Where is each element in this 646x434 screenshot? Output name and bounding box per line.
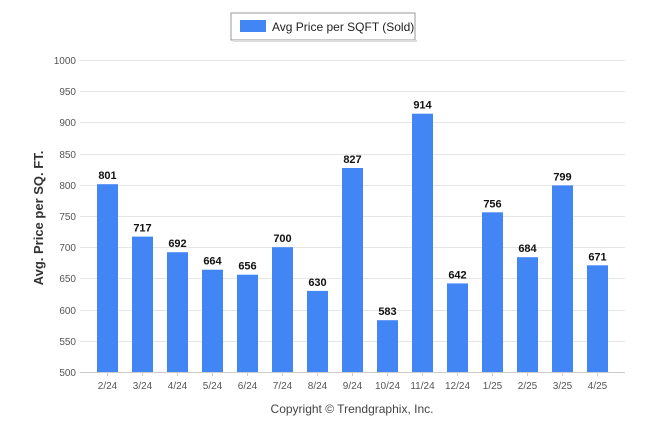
y-axis-label: Avg. Price per SQ. FT. bbox=[31, 151, 46, 286]
bar-2-24[interactable] bbox=[97, 184, 118, 372]
y-axis-ticks: 500 550 600 650 700 750 800 850 900 950 1000 bbox=[54, 56, 77, 379]
data-labels: 801 717 692 664 656 700 630 827 583 914 642 756 684 7… bbox=[98, 100, 606, 319]
y-tick-label: 750 bbox=[59, 212, 76, 223]
legend-swatch bbox=[240, 20, 266, 32]
y-tick-label: 700 bbox=[59, 243, 76, 254]
data-label: 914 bbox=[413, 100, 432, 112]
x-tick-label: 4/25 bbox=[588, 381, 608, 392]
bar-4-25[interactable] bbox=[587, 265, 608, 372]
x-tick-label: 3/25 bbox=[553, 381, 573, 392]
bar-12-24[interactable] bbox=[447, 283, 468, 372]
data-label: 684 bbox=[518, 243, 537, 255]
legend-label: Avg Price per SQFT (Sold) bbox=[272, 20, 414, 34]
bar-3-25[interactable] bbox=[552, 185, 573, 372]
y-tick-label: 600 bbox=[59, 306, 76, 317]
y-tick-label: 800 bbox=[59, 181, 76, 192]
x-tick-label: 12/24 bbox=[445, 381, 470, 392]
x-tick-label: 5/24 bbox=[203, 381, 223, 392]
bar-3-24[interactable] bbox=[132, 236, 153, 372]
legend-shadow bbox=[233, 40, 417, 42]
bar-2-25[interactable] bbox=[517, 257, 538, 372]
bar-8-24[interactable] bbox=[307, 290, 328, 372]
x-tick-label: 7/24 bbox=[273, 381, 293, 392]
y-tick-label: 1000 bbox=[54, 56, 77, 67]
copyright-footer: Copyright © Trendgraphix, Inc. bbox=[271, 402, 434, 416]
x-tick-label: 4/24 bbox=[168, 381, 188, 392]
x-tick-label: 3/24 bbox=[133, 381, 153, 392]
x-tick-label: 2/25 bbox=[518, 381, 538, 392]
bar-11-24[interactable] bbox=[412, 113, 433, 372]
x-tick-label: 1/25 bbox=[483, 381, 503, 392]
x-tick-label: 11/24 bbox=[410, 381, 435, 392]
x-tick-label: 2/24 bbox=[98, 381, 118, 392]
data-label: 799 bbox=[553, 171, 571, 183]
data-label: 801 bbox=[98, 170, 116, 182]
x-axis-ticks: 2/24 3/24 4/24 5/24 6/24 7/24 8/24 9/24 10/24 11/… bbox=[98, 372, 608, 392]
bar-7-24[interactable] bbox=[272, 247, 293, 372]
x-tick-label: 6/24 bbox=[238, 381, 258, 392]
y-tick-label: 950 bbox=[59, 87, 76, 98]
y-tick-label: 550 bbox=[59, 337, 76, 348]
y-tick-label: 850 bbox=[59, 150, 76, 161]
x-tick-label: 8/24 bbox=[308, 381, 328, 392]
bar-1-25[interactable] bbox=[482, 212, 503, 372]
legend[interactable]: Avg Price per SQFT (Sold) bbox=[230, 12, 417, 42]
bar-6-24[interactable] bbox=[237, 274, 258, 372]
data-label: 692 bbox=[168, 238, 186, 250]
data-label: 642 bbox=[448, 269, 466, 281]
data-label: 630 bbox=[308, 277, 326, 289]
bars bbox=[97, 113, 608, 372]
bar-9-24[interactable] bbox=[342, 168, 363, 372]
data-label: 583 bbox=[378, 306, 396, 318]
bar-5-24[interactable] bbox=[202, 269, 223, 372]
x-tick-label: 10/24 bbox=[375, 381, 400, 392]
bar-10-24[interactable] bbox=[377, 320, 398, 372]
data-label: 700 bbox=[273, 233, 291, 245]
data-label: 671 bbox=[588, 251, 606, 263]
x-tick-label: 9/24 bbox=[343, 381, 363, 392]
data-label: 756 bbox=[483, 198, 501, 210]
data-label: 827 bbox=[343, 154, 361, 166]
data-label: 664 bbox=[203, 256, 222, 268]
bar-4-24[interactable] bbox=[167, 252, 188, 372]
data-label: 656 bbox=[238, 261, 256, 273]
y-tick-label: 650 bbox=[59, 274, 76, 285]
data-label: 717 bbox=[133, 223, 151, 235]
y-tick-label: 500 bbox=[59, 368, 76, 379]
y-tick-label: 900 bbox=[59, 118, 76, 129]
